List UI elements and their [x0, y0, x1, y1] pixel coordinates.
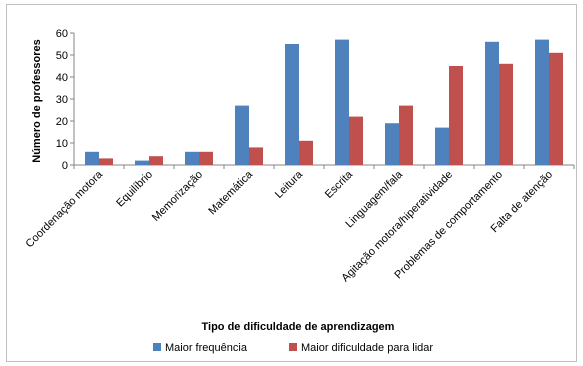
bar-series-2: [449, 66, 463, 165]
x-category-label: Coordenação motora: [24, 168, 106, 250]
x-category-label: Problemas de comportamento: [392, 169, 505, 282]
bar-series-1: [285, 44, 299, 165]
y-tick-label: 60: [56, 28, 68, 40]
x-category-label: Escrita: [323, 168, 356, 201]
legend-swatch-maior-frequencia: [153, 343, 161, 351]
bar-series-2: [349, 116, 363, 165]
bar-series-1: [135, 160, 149, 165]
bar-series-2: [99, 158, 113, 165]
x-axis: [73, 164, 575, 169]
y-tick-label: 10: [56, 138, 68, 150]
legend-label-maior-dificuldade: Maior dificuldade para lidar: [301, 342, 433, 354]
bar-series-2: [499, 63, 513, 165]
bar-series-2: [249, 147, 263, 165]
x-axis-title: Tipo de dificuldade de aprendizagem: [202, 321, 395, 333]
x-category-label: Leitura: [273, 168, 306, 201]
x-category-label: Memorização: [150, 169, 205, 224]
y-tick-label: 0: [62, 160, 68, 172]
x-category-label: Equilíbrio: [114, 169, 155, 210]
bar-series-1: [85, 151, 99, 165]
bar-series-2: [149, 156, 163, 165]
bar-series-1: [185, 151, 199, 165]
x-category-label: Matemática: [206, 168, 255, 217]
bar-series-1: [385, 123, 399, 165]
bar-series-1: [535, 39, 549, 165]
bar-series-2: [549, 52, 563, 165]
legend-swatch-maior-dificuldade: [289, 343, 297, 351]
bar-series-1: [235, 105, 249, 165]
bar-series-1: [335, 39, 349, 165]
y-tick-label: 40: [56, 72, 68, 84]
y-axis: 0 10 20 30 40 50 60: [56, 28, 75, 172]
y-tick-label: 30: [56, 94, 68, 106]
y-tick-label: 20: [56, 116, 68, 128]
bar-series-1: [435, 127, 449, 165]
legend-label-maior-frequencia: Maior frequência: [165, 342, 248, 354]
y-tick-label: 50: [56, 50, 68, 62]
bar-series-2: [299, 140, 313, 165]
bar-series-2: [199, 151, 213, 165]
y-axis-title: Número de professores: [31, 39, 43, 162]
bar-series-1: [485, 41, 499, 165]
legend: Maior frequência Maior dificuldade para …: [153, 342, 433, 354]
bar-series-2: [399, 105, 413, 165]
bars: [85, 39, 563, 165]
